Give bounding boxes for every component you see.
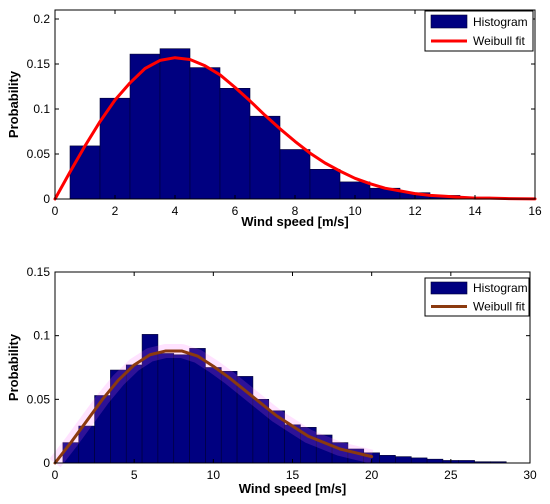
x-tick-label: 14: [468, 204, 482, 218]
x-tick-label: 12: [408, 204, 422, 218]
histogram-bar: [410, 457, 428, 464]
x-tick-label: 15: [286, 468, 300, 482]
weibull-fit-line: [53, 349, 374, 465]
x-tick-label: 0: [52, 204, 59, 218]
y-tick-label: 0: [43, 456, 50, 470]
y-tick-label: 0.2: [33, 12, 50, 26]
histogram-bar: [205, 367, 222, 464]
x-tick-label: 2: [112, 204, 119, 218]
histogram-bar: [129, 53, 161, 200]
x-axis-label: Wind speed [m/s]: [241, 214, 349, 229]
y-axis-label: Probability: [6, 70, 21, 138]
legend-label-histogram: Histogram: [473, 281, 528, 295]
x-tick-label: 8: [292, 204, 299, 218]
legend-swatch-histogram: [430, 281, 468, 295]
histogram-bar: [189, 67, 221, 200]
legend-label-weibull: Weibull fit: [473, 300, 525, 314]
weibull-fit-line: [53, 56, 537, 201]
y-tick-label: 0: [43, 192, 50, 206]
y-tick-label: 0.15: [27, 265, 51, 279]
legend: Histogram Weibull fit: [424, 10, 534, 52]
legend: Histogram Weibull fit: [424, 277, 530, 317]
histogram-bar: [157, 353, 175, 464]
histogram-bar: [219, 88, 251, 200]
y-axis-label: Probability: [6, 333, 21, 401]
legend-label-histogram: Histogram: [473, 15, 528, 29]
x-tick-label: 16: [528, 204, 542, 218]
x-tick-label: 20: [365, 468, 379, 482]
x-tick-label: 5: [131, 468, 138, 482]
x-tick-label: 6: [232, 204, 239, 218]
x-tick-label: 10: [207, 468, 221, 482]
histogram-bar: [426, 458, 444, 464]
chart-1: 0 2 4 6 8 10 12 14 16 0 0.05 0.1 0.15 0.2 Wind speed […: [6, 9, 542, 229]
y-tick-label: 0.05: [27, 392, 51, 406]
histogram-bar: [379, 455, 396, 464]
x-tick-label: 25: [444, 468, 458, 482]
histogram-bar: [395, 456, 412, 464]
x-tick-label: 4: [172, 204, 179, 218]
chart-2: 0 5 10 15 20 25 30 0 0.05 0.1 0.15 Wind speed [m/s]…: [6, 265, 537, 496]
histogram-bar: [173, 354, 190, 464]
y-tick-label: 0.1: [33, 329, 50, 343]
histogram-bar: [159, 48, 191, 200]
x-axis-label: Wind speed [m/s]: [239, 481, 347, 496]
legend-swatch-histogram: [430, 14, 468, 29]
histogram-bar: [249, 115, 281, 200]
histogram-bar: [309, 169, 341, 200]
y-tick-label: 0.1: [33, 102, 50, 116]
y-tick-label: 0.05: [27, 147, 51, 161]
histogram-bar: [69, 145, 101, 200]
x-tick-label: 30: [523, 468, 537, 482]
x-tick-label: 10: [348, 204, 362, 218]
y-tick-label: 0.15: [27, 57, 51, 71]
legend-label-weibull: Weibull fit: [473, 34, 525, 48]
x-tick-label: 0: [52, 468, 59, 482]
histogram-bar: [279, 149, 311, 200]
